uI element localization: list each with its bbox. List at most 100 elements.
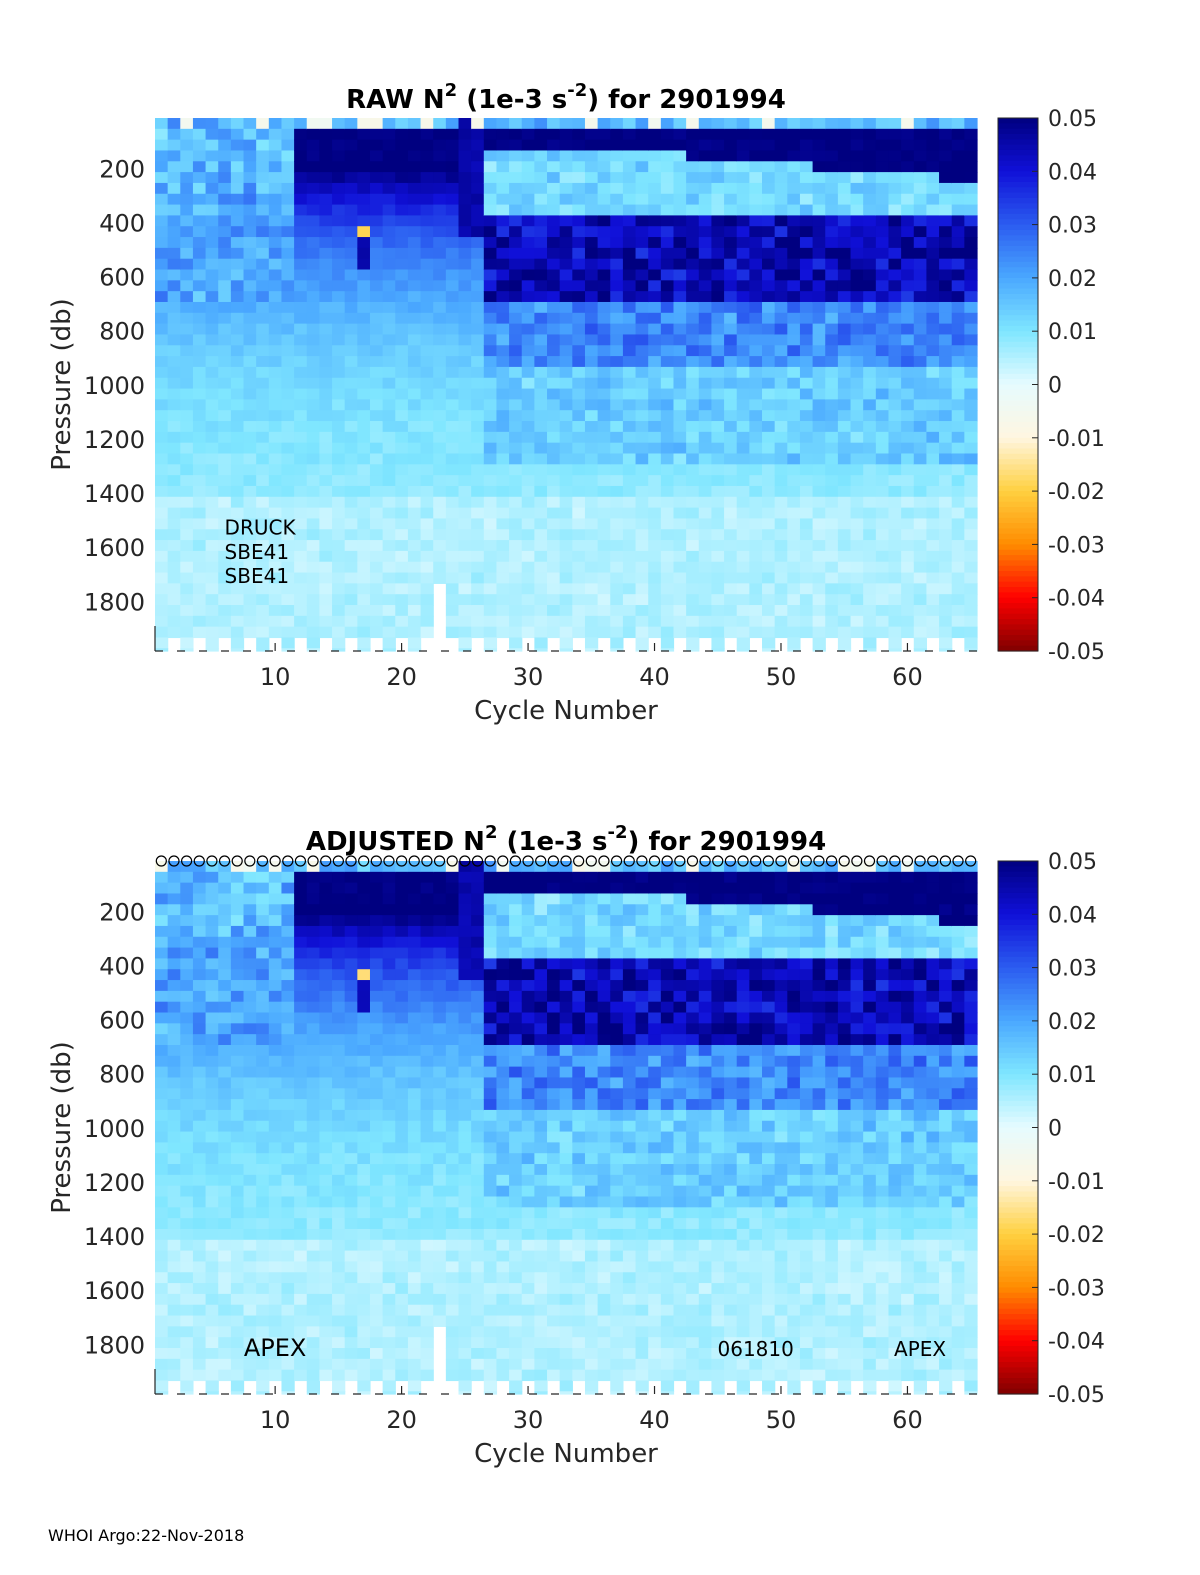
heatmap-cell [635, 280, 649, 292]
heatmap-cell [964, 540, 978, 552]
heatmap-cell [509, 410, 523, 422]
heatmap-cell [344, 507, 358, 520]
heatmap-cell [471, 1012, 485, 1024]
heatmap-cell [622, 594, 637, 606]
heatmap-cell [180, 529, 194, 541]
heatmap-cell [243, 291, 257, 303]
heatmap-cell [711, 388, 725, 400]
heatmap-cell [357, 1272, 371, 1284]
heatmap-cell [521, 1109, 535, 1122]
heatmap-cell [939, 529, 953, 541]
heatmap-cell [344, 237, 358, 249]
heatmap-cell [192, 1066, 207, 1079]
heatmap-cell [787, 605, 801, 617]
heatmap-cell [471, 410, 485, 422]
heatmap-cell [294, 572, 308, 584]
heatmap-cell [369, 925, 384, 938]
heatmap-cell [357, 1044, 371, 1057]
heatmap-cell [395, 269, 409, 281]
heatmap-cell [306, 583, 320, 595]
heatmap-cell [230, 1326, 245, 1338]
heatmap-cell [382, 1066, 396, 1079]
heatmap-cell [787, 356, 801, 368]
heatmap-cell [344, 356, 358, 368]
colorbar-swatch [998, 123, 1038, 130]
heatmap-cell [496, 269, 510, 281]
heatmap-cell [509, 882, 523, 895]
heatmap-cell [812, 150, 826, 162]
heatmap-cell [483, 388, 498, 400]
heatmap-cell [534, 1099, 548, 1111]
heatmap-cell [509, 518, 523, 530]
heatmap-cell [926, 366, 940, 379]
heatmap-cell [344, 280, 358, 292]
heatmap-cell [155, 215, 169, 227]
heatmap-cell [648, 139, 662, 152]
heatmap-cell [256, 1250, 270, 1263]
heatmap-cell [281, 334, 295, 346]
heatmap-cell [281, 893, 295, 905]
heatmap-cell [382, 388, 396, 400]
heatmap-cell [306, 990, 320, 1003]
heatmap-cell [572, 410, 586, 422]
heatmap-cell [711, 280, 725, 292]
heatmap-cell [344, 925, 358, 938]
heatmap-cell [458, 561, 472, 574]
heatmap-cell [825, 605, 839, 617]
heatmap-cell [547, 1337, 561, 1349]
heatmap-cell [306, 904, 320, 916]
heatmap-cell [357, 193, 371, 206]
heatmap-cell [622, 334, 637, 346]
heatmap-cell [268, 1207, 283, 1219]
heatmap-cell [471, 1283, 485, 1295]
heatmap-cell [724, 258, 738, 271]
heatmap-cell [294, 301, 308, 314]
heatmap-cell [888, 193, 902, 206]
heatmap-cell [230, 312, 245, 325]
heatmap-cell [230, 507, 245, 520]
heatmap-cell [926, 529, 940, 541]
heatmap-cell [648, 421, 662, 433]
heatmap-cell [218, 958, 232, 970]
heatmap-cell [218, 377, 232, 390]
heatmap-cell [294, 464, 308, 476]
heatmap-cell [357, 540, 371, 552]
heatmap-cell [483, 550, 498, 563]
heatmap-cell [433, 1120, 447, 1133]
heatmap-cell [205, 1207, 219, 1219]
heatmap-cell [192, 1358, 207, 1371]
heatmap-cell [749, 366, 763, 379]
heatmap-cell [812, 356, 826, 368]
heatmap-cell [584, 280, 599, 292]
heatmap-cell [863, 356, 877, 368]
heatmap-cell [496, 453, 510, 465]
heatmap-cell [306, 226, 320, 238]
heatmap-cell [837, 334, 852, 346]
heatmap-cell [155, 507, 169, 520]
heatmap-cell [875, 247, 890, 260]
heatmap-cell [597, 431, 611, 444]
heatmap-cell [155, 291, 169, 303]
heatmap-cell [509, 1315, 523, 1327]
heatmap-cell [597, 356, 611, 368]
heatmap-cell [471, 291, 485, 303]
heatmap-cell [357, 958, 371, 970]
heatmap-cell [319, 1099, 333, 1111]
heatmap-cell [357, 1380, 371, 1392]
heatmap-cell [534, 269, 548, 281]
heatmap-cell [192, 269, 207, 281]
heatmap-cell [572, 1272, 586, 1284]
heatmap-cell [407, 1369, 422, 1382]
heatmap-cell [711, 410, 725, 422]
heatmap-cell [395, 947, 409, 959]
heatmap-cell [547, 453, 561, 465]
heatmap-cell [572, 936, 586, 949]
heatmap-cell [837, 377, 852, 390]
heatmap-cell [901, 453, 915, 465]
heatmap-cell [509, 161, 523, 173]
heatmap-cell [155, 1131, 169, 1143]
heatmap-cell [875, 507, 890, 520]
heatmap-cell [863, 410, 877, 422]
heatmap-cell [306, 280, 320, 292]
heatmap-cell [395, 1218, 409, 1230]
